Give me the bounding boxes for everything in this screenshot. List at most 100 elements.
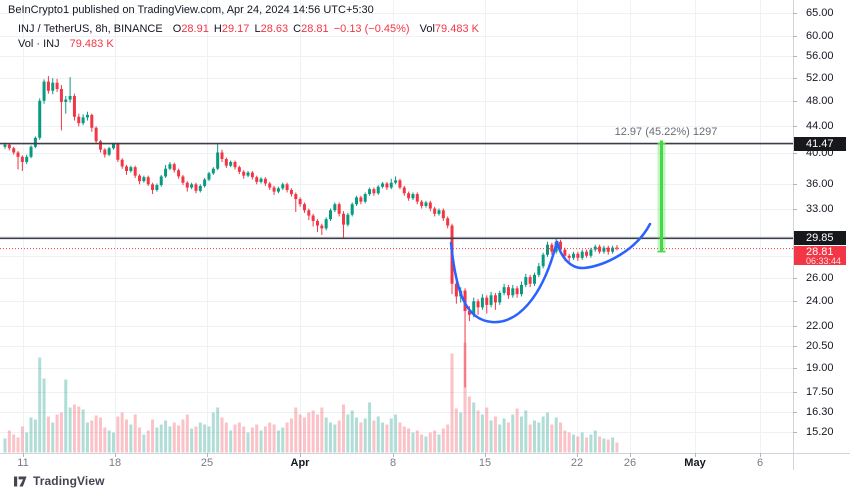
price-tick-label: 22.00 <box>806 319 834 332</box>
volume-bar <box>229 430 233 453</box>
volume-bar <box>68 407 72 453</box>
legend-vol-label: Vol <box>419 23 435 35</box>
tradingview-watermark[interactable]: TradingView <box>14 474 105 488</box>
volume-bar <box>580 432 584 453</box>
candle-body <box>307 210 311 216</box>
price-tick-label: 24.00 <box>806 294 834 307</box>
candle-body <box>420 201 424 206</box>
volume-bar <box>368 402 372 453</box>
candle-body <box>489 295 493 305</box>
volume-bar <box>311 410 315 453</box>
candle-body <box>598 246 602 252</box>
volume-bar <box>55 414 59 453</box>
volume-bar <box>480 414 484 453</box>
candle-body <box>580 251 584 258</box>
candle-body <box>246 172 250 176</box>
volume-bar <box>394 414 398 453</box>
candle-body <box>224 159 228 166</box>
volume-bar <box>90 420 94 453</box>
volume-bar <box>437 434 441 453</box>
volume-bar <box>64 379 68 453</box>
volume-bar <box>450 353 454 453</box>
volume-bar <box>281 427 285 453</box>
volume-bar <box>424 436 428 453</box>
legend-symbol: INJ / TetherUS, 8h, BINANCE <box>18 23 163 35</box>
candle-body <box>16 152 20 157</box>
candle-body <box>72 95 76 117</box>
candle-body <box>454 283 458 297</box>
candle-body <box>389 182 393 188</box>
candle-body <box>55 82 59 89</box>
candle-body <box>216 152 220 169</box>
volume-bar <box>528 424 532 453</box>
volume-bar <box>324 417 328 453</box>
candle-body <box>185 182 189 188</box>
candle-body <box>424 202 428 206</box>
volume-bar <box>493 416 497 453</box>
legend-high-label: H <box>213 23 222 35</box>
volume-bar <box>94 415 98 453</box>
candle-body <box>168 164 172 169</box>
volume-bar <box>463 342 467 453</box>
candle-body <box>259 178 263 182</box>
volume-bar <box>33 419 37 453</box>
candle-body <box>129 167 133 172</box>
candle-body <box>572 253 576 258</box>
volume-bar <box>216 407 220 453</box>
candle-body <box>255 177 259 182</box>
candle-body <box>385 183 389 188</box>
time-tick-label: 22 <box>570 457 584 469</box>
time-tick-label: 15 <box>478 457 492 469</box>
volume-bar <box>398 422 402 453</box>
candle-body <box>415 194 419 202</box>
volume-bar <box>172 422 176 453</box>
candle-body <box>133 167 137 176</box>
volume-bar <box>415 430 419 453</box>
volume-bar <box>554 417 558 453</box>
legend: INJ / TetherUS, 8h, BINANCE O28.91 H29.1… <box>18 22 479 52</box>
time-tick-label: 8 <box>389 457 397 469</box>
volume-bar <box>181 419 185 453</box>
candle-body <box>12 148 16 153</box>
price-tick-label: 15.20 <box>806 426 834 439</box>
candle-body <box>407 193 411 199</box>
volume-bar <box>246 432 250 453</box>
bar-close-countdown: 06:33:44 <box>806 255 842 266</box>
candle-body <box>302 204 306 211</box>
candle-body <box>190 184 194 188</box>
price-tick-label: 65.00 <box>806 7 834 20</box>
candle-body <box>476 301 480 308</box>
vol-study-value: 79.483 K <box>69 38 114 50</box>
candle-body <box>142 177 146 182</box>
candle-body <box>68 95 72 100</box>
attribution: BeInCrypto1 published on TradingView.com… <box>8 4 374 16</box>
volume-bar <box>585 437 589 453</box>
candle-body <box>263 178 267 184</box>
volume-bar <box>112 432 115 453</box>
volume-bar <box>190 428 194 453</box>
volume-bar <box>550 424 554 453</box>
tradingview-watermark-text: TradingView <box>33 474 105 488</box>
candle-body <box>46 81 50 91</box>
volume-bar <box>476 410 480 453</box>
candle-body <box>77 116 81 124</box>
volume-bar <box>125 419 129 453</box>
time-tick-label: Apr <box>290 457 310 469</box>
volume-bar <box>546 412 549 453</box>
candle-body <box>29 146 33 157</box>
legend-close-value: 28.81 <box>301 23 329 35</box>
volume-bar <box>498 424 502 453</box>
candle-body <box>602 247 606 252</box>
volume-bar <box>467 396 471 453</box>
cup-and-handle-curve <box>449 222 652 324</box>
volume-bar <box>302 417 306 453</box>
volume-bar <box>81 409 85 453</box>
candle-body <box>194 184 198 191</box>
volume-bar <box>211 412 215 453</box>
candle-body <box>402 187 406 194</box>
candle-body <box>433 208 437 214</box>
volume-bar <box>142 434 146 453</box>
volume-bar <box>329 422 332 453</box>
candle-body <box>437 210 441 214</box>
